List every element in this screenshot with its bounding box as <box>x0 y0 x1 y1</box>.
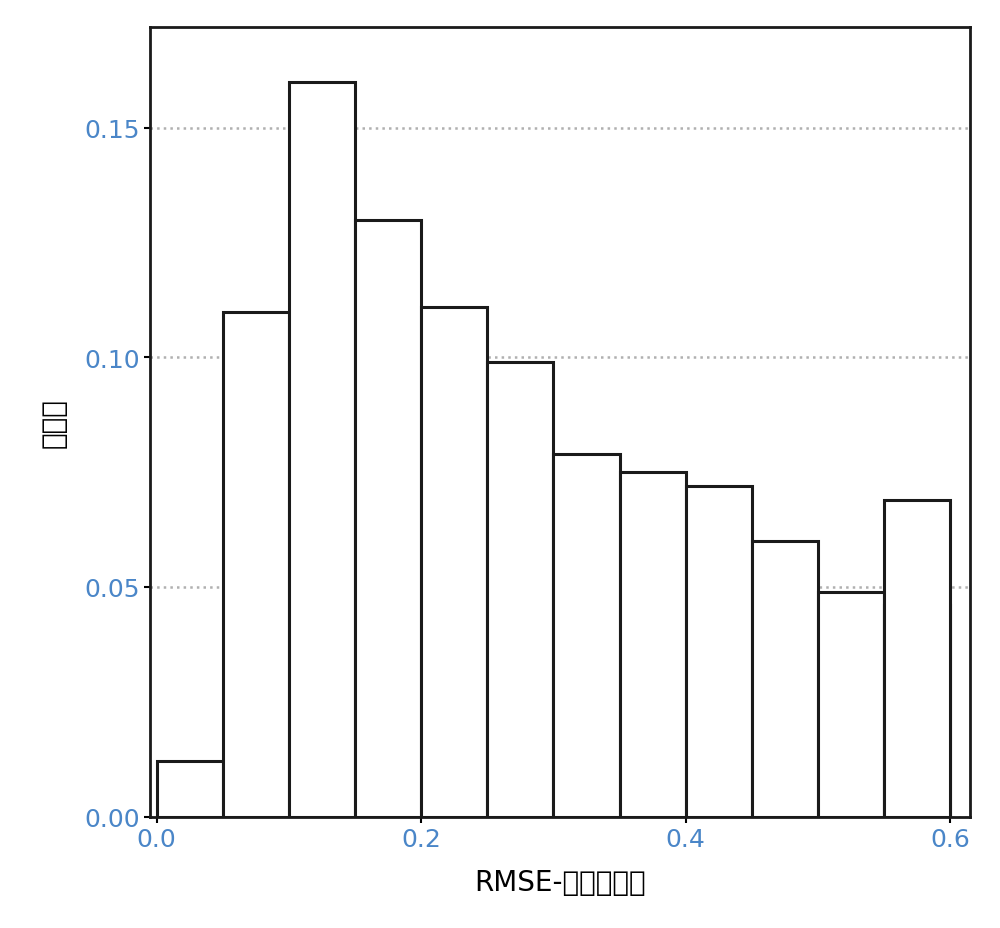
Bar <box>752 541 818 817</box>
Bar <box>157 762 223 817</box>
Bar <box>421 307 487 817</box>
Bar <box>884 500 950 817</box>
Bar <box>884 606 950 817</box>
Bar <box>487 363 553 817</box>
Bar <box>289 83 355 817</box>
Bar <box>223 312 289 817</box>
X-axis label: RMSE-负离子模式: RMSE-负离子模式 <box>474 868 646 896</box>
Bar <box>553 455 620 817</box>
Bar <box>355 221 421 817</box>
Y-axis label: 百分比: 百分比 <box>39 397 67 447</box>
Bar <box>620 472 686 817</box>
Bar <box>818 592 884 817</box>
Bar <box>686 486 752 817</box>
